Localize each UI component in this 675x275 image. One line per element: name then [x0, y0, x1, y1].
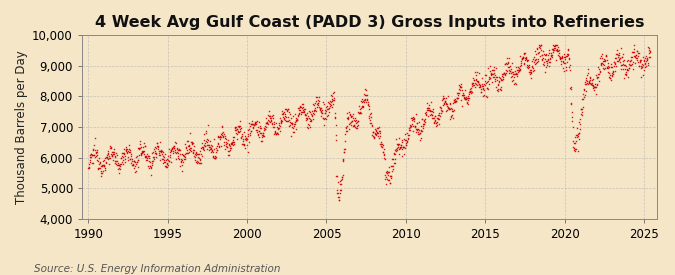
Y-axis label: Thousand Barrels per Day: Thousand Barrels per Day	[15, 50, 28, 204]
Title: 4 Week Avg Gulf Coast (PADD 3) Gross Inputs into Refineries: 4 Week Avg Gulf Coast (PADD 3) Gross Inp…	[95, 15, 644, 30]
Text: Source: U.S. Energy Information Administration: Source: U.S. Energy Information Administ…	[34, 264, 280, 274]
